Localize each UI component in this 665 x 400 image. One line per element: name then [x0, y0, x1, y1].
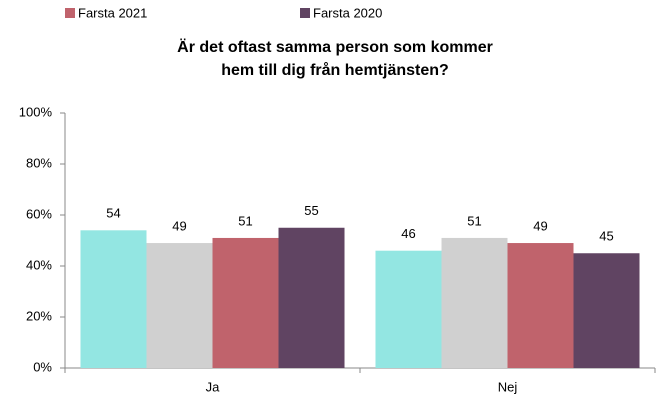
- value-label: 49: [533, 218, 547, 233]
- value-label: 49: [172, 218, 186, 233]
- legend-label: Farsta 2021: [78, 5, 147, 20]
- y-tick-label: 0%: [33, 359, 52, 374]
- bar: [146, 243, 213, 368]
- bar: [278, 227, 345, 368]
- y-tick-label: 80%: [26, 155, 52, 170]
- y-tick-label: 20%: [26, 308, 52, 323]
- y-tick-label: 60%: [26, 206, 52, 221]
- bar: [441, 237, 508, 368]
- chart-title: Är det oftast samma person som kommer: [177, 38, 493, 56]
- bar: [212, 237, 279, 368]
- legend-swatch: [65, 8, 75, 18]
- bar: [80, 230, 147, 368]
- y-tick-label: 100%: [19, 104, 53, 119]
- legend-label: Farsta 2020: [313, 5, 382, 20]
- y-tick-label: 40%: [26, 257, 52, 272]
- x-tick-label: Ja: [206, 379, 221, 394]
- legend-swatch: [300, 8, 310, 18]
- bar: [573, 253, 640, 368]
- bar: [507, 243, 574, 368]
- chart-title: hem till dig från hemtjänsten?: [221, 61, 449, 79]
- value-label: 46: [401, 226, 415, 241]
- value-label: 45: [599, 229, 613, 244]
- value-label: 51: [238, 213, 252, 228]
- x-tick-label: Nej: [498, 379, 518, 394]
- value-label: 51: [467, 213, 481, 228]
- value-label: 54: [106, 206, 120, 221]
- bar: [375, 250, 442, 368]
- value-label: 55: [304, 203, 318, 218]
